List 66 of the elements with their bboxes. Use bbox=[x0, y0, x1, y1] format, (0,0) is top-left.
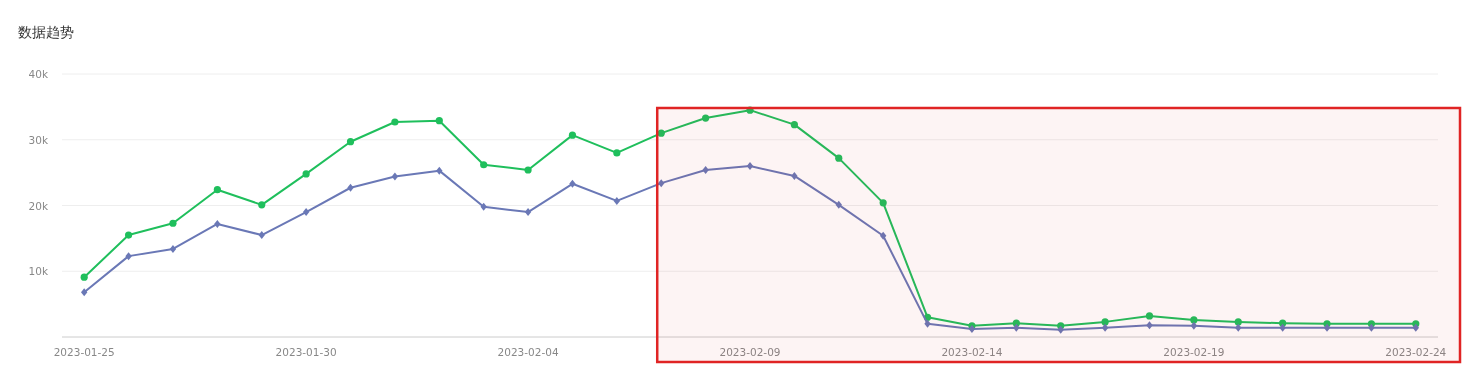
chart-title: 数据趋势 bbox=[18, 24, 74, 40]
point bbox=[80, 273, 88, 281]
point bbox=[658, 179, 665, 188]
point bbox=[746, 106, 754, 114]
point bbox=[613, 196, 621, 205]
point bbox=[258, 201, 266, 209]
point bbox=[746, 162, 754, 171]
point bbox=[1146, 321, 1153, 330]
x-tick-label: 2023-02-24 bbox=[1385, 346, 1447, 358]
point bbox=[1235, 323, 1242, 332]
point bbox=[924, 319, 931, 328]
point bbox=[791, 171, 798, 180]
point bbox=[835, 154, 843, 162]
point bbox=[524, 208, 532, 217]
point bbox=[169, 244, 177, 253]
x-tick-label: 2023-02-19 bbox=[1163, 346, 1225, 358]
point bbox=[169, 219, 177, 227]
point bbox=[1013, 323, 1020, 332]
point bbox=[125, 252, 132, 261]
point bbox=[391, 172, 399, 181]
point bbox=[1190, 316, 1198, 324]
point bbox=[702, 166, 709, 174]
point bbox=[480, 161, 488, 169]
point bbox=[480, 202, 487, 211]
point bbox=[1279, 323, 1286, 332]
point bbox=[1368, 323, 1375, 332]
point bbox=[124, 231, 133, 239]
x-tick-label: 2023-02-14 bbox=[941, 346, 1003, 358]
point bbox=[80, 288, 88, 297]
point bbox=[302, 208, 310, 217]
point bbox=[213, 186, 221, 194]
point bbox=[258, 231, 265, 240]
y-tick-label: 20k bbox=[28, 199, 49, 212]
x-tick-label: 2023-02-04 bbox=[497, 346, 559, 358]
point bbox=[524, 166, 532, 174]
x-tick-label: 2023-02-09 bbox=[719, 346, 781, 358]
x-tick-label: 2023-01-25 bbox=[53, 346, 115, 358]
point bbox=[569, 179, 576, 188]
point bbox=[1057, 325, 1064, 334]
point bbox=[790, 121, 798, 129]
point bbox=[835, 200, 842, 209]
point bbox=[435, 117, 443, 125]
point bbox=[968, 325, 976, 334]
y-tick-label: 30k bbox=[28, 133, 49, 146]
point bbox=[302, 170, 310, 178]
point bbox=[568, 131, 577, 139]
point bbox=[879, 199, 887, 207]
point bbox=[214, 219, 221, 228]
point bbox=[1101, 323, 1109, 332]
y-tick-label: 10k bbox=[28, 265, 49, 278]
point bbox=[1323, 323, 1331, 332]
point bbox=[347, 183, 354, 192]
point bbox=[436, 166, 443, 175]
point bbox=[1190, 321, 1198, 330]
y-tick-label: 40k bbox=[28, 68, 49, 80]
point bbox=[1234, 318, 1242, 326]
point bbox=[1145, 312, 1154, 320]
point bbox=[613, 149, 621, 157]
point bbox=[1101, 318, 1109, 326]
point bbox=[657, 129, 665, 137]
point bbox=[346, 138, 355, 146]
point bbox=[1412, 323, 1420, 332]
point bbox=[702, 114, 710, 122]
point bbox=[391, 118, 399, 126]
x-tick-label: 2023-01-30 bbox=[275, 346, 337, 358]
point bbox=[879, 231, 887, 240]
